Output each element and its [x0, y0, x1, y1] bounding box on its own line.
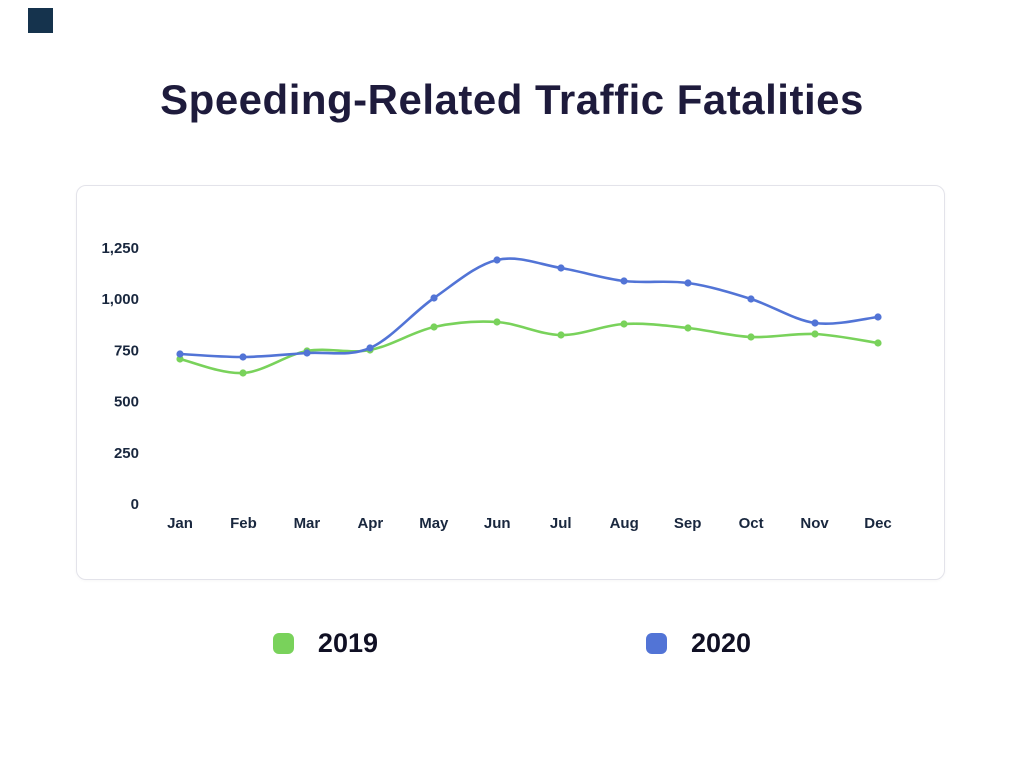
- data-point-2019: [557, 331, 565, 339]
- x-axis-tick-label: Mar: [294, 515, 321, 532]
- x-axis-tick-label: Aug: [610, 515, 639, 532]
- data-point-2019: [874, 339, 882, 347]
- series-line-2020: [178, 257, 880, 359]
- x-axis-tick-label: Feb: [230, 515, 257, 532]
- data-point-2019: [747, 333, 755, 341]
- data-point-2019: [811, 330, 819, 338]
- x-axis-tick-label: Jan: [167, 515, 193, 532]
- data-point-2020: [811, 319, 819, 327]
- x-axis-tick-label: May: [419, 515, 449, 532]
- data-point-2020: [493, 256, 501, 264]
- data-point-2020: [430, 294, 438, 302]
- x-axis-tick-label: Jul: [550, 515, 572, 532]
- y-axis-tick-label: 250: [114, 445, 139, 462]
- data-point-2020: [684, 279, 692, 287]
- data-point-2019: [239, 369, 247, 377]
- logo-icon: [28, 8, 53, 33]
- data-point-2020: [366, 344, 374, 352]
- x-axis-tick-label: Jun: [484, 515, 511, 532]
- data-point-2019: [176, 355, 184, 363]
- data-point-2019: [684, 324, 692, 332]
- legend-item-2020: 2020: [646, 628, 751, 659]
- series-line-2019: [178, 320, 880, 375]
- x-axis-tick-label: Nov: [800, 515, 829, 532]
- data-point-2020: [557, 264, 565, 272]
- legend-swatch-2020: [646, 633, 667, 654]
- y-axis-tick-label: 750: [114, 342, 139, 359]
- data-point-2019: [430, 323, 438, 331]
- legend-swatch-2019: [272, 633, 294, 654]
- chart-card: 0 250 500 750 1,000 1,250 Jan Feb Mar Apr May Jun Ju…: [76, 185, 945, 580]
- x-axis-tick-label: Apr: [357, 515, 383, 532]
- data-point-2019: [620, 320, 628, 328]
- y-axis-tick-label: 1,000: [101, 291, 139, 308]
- y-axis-tick-label: 500: [114, 394, 139, 411]
- legend-item-2019: 2019: [272, 628, 378, 659]
- chart-legend: 2019 2020: [0, 628, 1024, 659]
- legend-label-2019: 2019: [317, 628, 378, 658]
- y-axis-tick-label: 1,250: [101, 240, 139, 257]
- y-axis-tick-label: 0: [131, 496, 139, 513]
- data-point-2020: [747, 295, 755, 303]
- data-point-2020: [620, 277, 628, 285]
- x-axis-tick-label: Dec: [864, 515, 892, 532]
- data-point-2020: [303, 349, 311, 357]
- legend-label-2020: 2020: [691, 628, 752, 658]
- line-chart: 0 250 500 750 1,000 1,250 Jan Feb Mar Apr May Jun Ju…: [101, 240, 892, 532]
- x-axis-tick-label: Sep: [674, 515, 702, 532]
- data-point-2020: [239, 353, 247, 361]
- data-point-2020: [176, 350, 184, 358]
- page-title: Speeding-Related Traffic Fatalities: [160, 76, 864, 123]
- data-point-2019: [493, 318, 501, 326]
- x-axis-tick-label: Oct: [739, 515, 764, 532]
- data-point-2020: [874, 313, 882, 321]
